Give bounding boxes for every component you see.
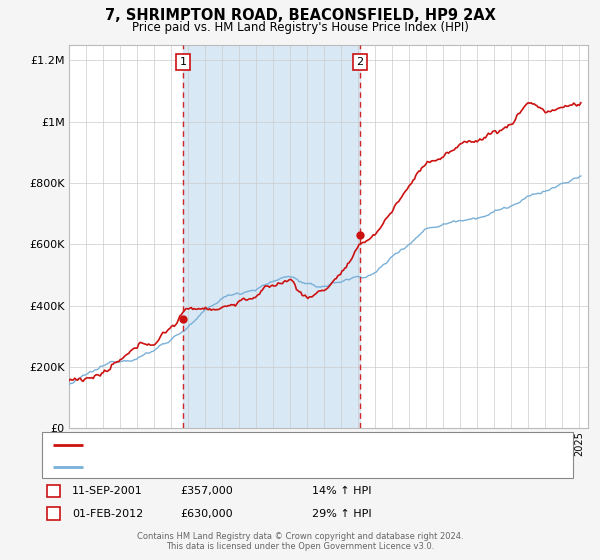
Text: 01-FEB-2012: 01-FEB-2012	[72, 508, 143, 519]
Text: Contains HM Land Registry data © Crown copyright and database right 2024.: Contains HM Land Registry data © Crown c…	[137, 532, 463, 541]
Text: 2: 2	[356, 57, 363, 67]
Text: 11-SEP-2001: 11-SEP-2001	[72, 486, 143, 496]
Text: £630,000: £630,000	[180, 508, 233, 519]
Text: 7, SHRIMPTON ROAD, BEACONSFIELD, HP9 2AX (detached house): 7, SHRIMPTON ROAD, BEACONSFIELD, HP9 2AX…	[90, 440, 431, 450]
Text: 1: 1	[50, 484, 57, 498]
Text: 29% ↑ HPI: 29% ↑ HPI	[312, 508, 371, 519]
Text: 14% ↑ HPI: 14% ↑ HPI	[312, 486, 371, 496]
Text: This data is licensed under the Open Government Licence v3.0.: This data is licensed under the Open Gov…	[166, 542, 434, 551]
Text: 2: 2	[50, 507, 57, 520]
Text: HPI: Average price, detached house, Buckinghamshire: HPI: Average price, detached house, Buck…	[90, 462, 373, 472]
Text: Price paid vs. HM Land Registry's House Price Index (HPI): Price paid vs. HM Land Registry's House …	[131, 21, 469, 34]
Bar	[183, 45, 359, 428]
Text: 1: 1	[179, 57, 187, 67]
Text: 7, SHRIMPTON ROAD, BEACONSFIELD, HP9 2AX: 7, SHRIMPTON ROAD, BEACONSFIELD, HP9 2AX	[104, 8, 496, 24]
Text: £357,000: £357,000	[180, 486, 233, 496]
